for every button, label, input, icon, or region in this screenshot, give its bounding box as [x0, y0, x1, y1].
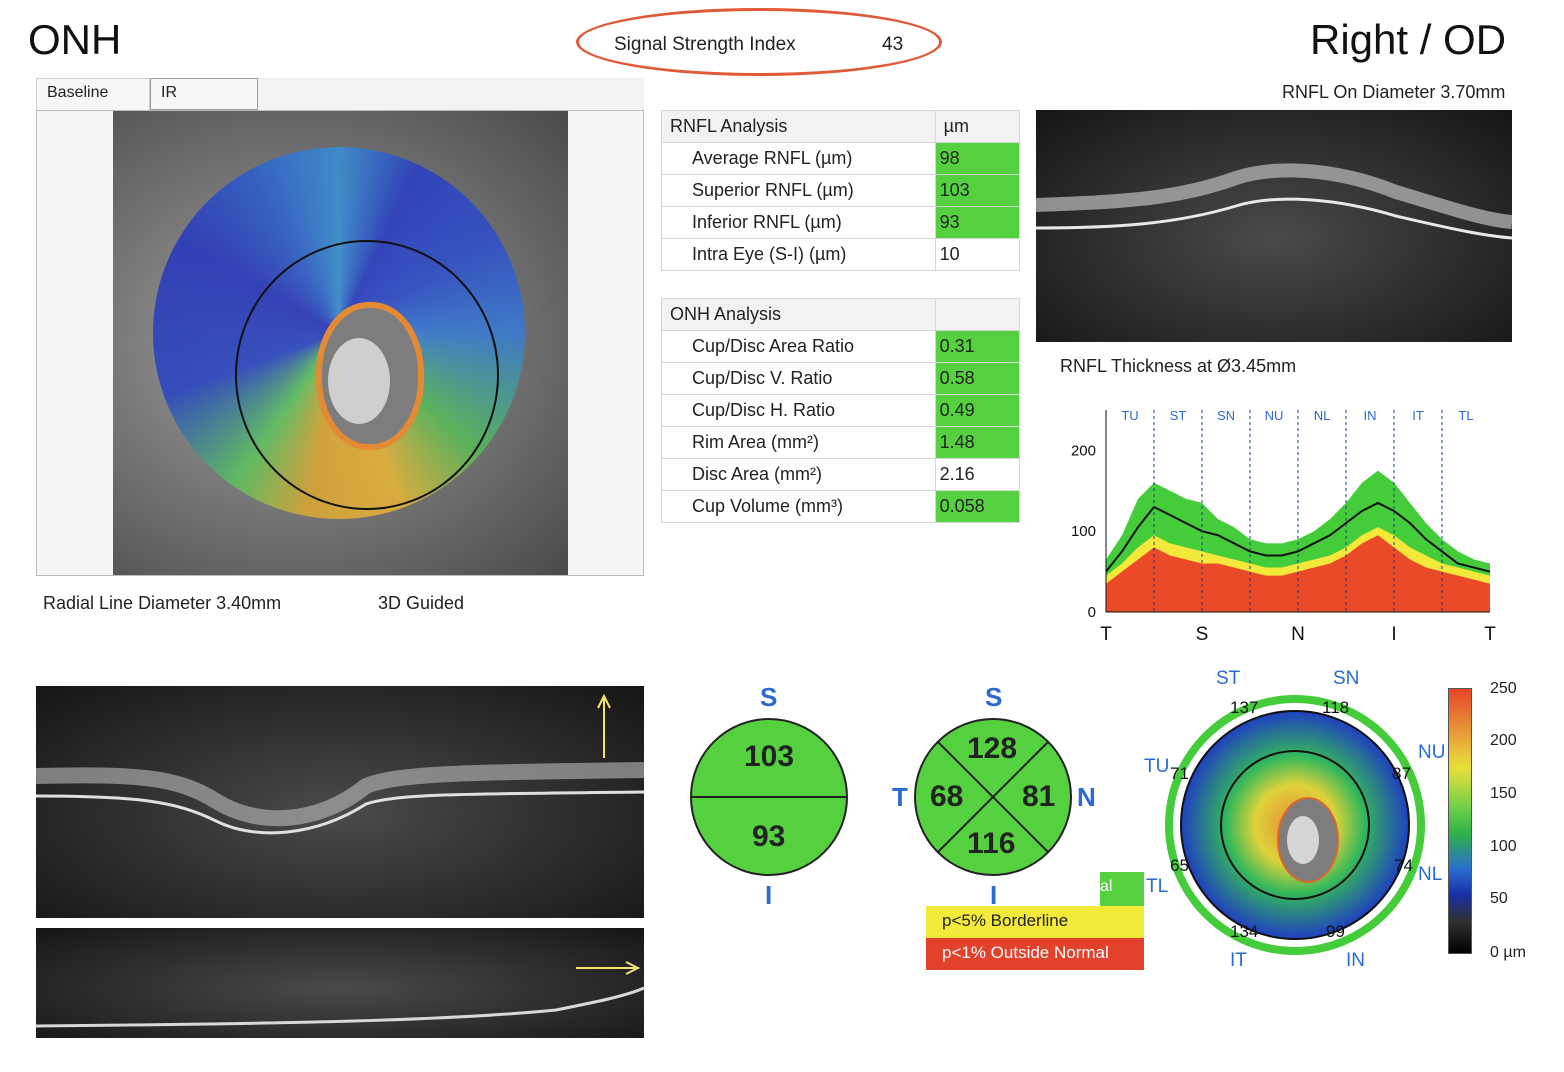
table-row: Cup/Disc H. Ratio 0.49	[661, 394, 1021, 427]
x-tick-label: I	[1391, 624, 1396, 645]
intra-eye-value: 10	[934, 238, 1021, 271]
clock-label-sn: SN	[1333, 668, 1360, 689]
tab-baseline[interactable]: Baseline	[36, 78, 150, 110]
sector-label: SN	[1217, 408, 1235, 423]
sector-label-n: N	[1077, 782, 1096, 812]
x-tick-label: N	[1291, 624, 1305, 645]
sector-label-s: S	[985, 682, 1003, 712]
sector-label-i: I	[990, 880, 998, 910]
sector-label: NL	[1314, 408, 1331, 423]
sector-superior-value: 128	[967, 732, 1018, 765]
y-tick-label: 0	[1088, 604, 1096, 621]
clock-label-st: ST	[1216, 668, 1241, 689]
eye-label: Right / OD	[1310, 16, 1507, 63]
colorbar-tick-200: 200	[1490, 732, 1517, 749]
sector-inferior-value: 116	[967, 827, 1016, 860]
clock-label-nu: NU	[1418, 742, 1446, 763]
bscan-layers	[1035, 163, 1513, 240]
rnfl-thickness-line	[1105, 501, 1491, 573]
clock-value-nl: 74	[1394, 856, 1413, 875]
guided-label: 3D Guided	[378, 593, 465, 613]
clock-label-nl: NL	[1418, 864, 1443, 885]
rnfl-table-title: RNFL Analysis	[661, 110, 936, 143]
table-row: Superior RNFL (µm) 103	[661, 174, 1021, 207]
clock-value-it: 134	[1230, 922, 1259, 941]
clock-label-it: IT	[1230, 950, 1247, 971]
horizontal-bscan-image	[35, 928, 645, 1038]
clock-value-tl: 65	[1170, 856, 1189, 875]
colorbar-tick-100: 100	[1490, 838, 1517, 855]
sector-label: IT	[1412, 408, 1424, 423]
quadrant-divider	[690, 796, 848, 798]
table-row: Average RNFL (µm) 98	[661, 142, 1021, 175]
colorbar-tick-250: 250	[1490, 680, 1517, 697]
table-row: Cup/Disc Area Ratio 0.31	[661, 330, 1021, 363]
scan-circle[interactable]	[235, 240, 499, 510]
colorbar-tick-50: 50	[1490, 890, 1508, 907]
superior-rnfl-value: 103	[934, 174, 1021, 207]
clock-label-tu: TU	[1144, 756, 1170, 777]
arrow-up-icon	[597, 693, 611, 758]
quadrant-label-s: S	[760, 682, 778, 712]
sector-temporal-value: 68	[930, 780, 964, 813]
legend-borderline: p<5% Borderline	[926, 906, 1144, 938]
radial-line-label: Radial Line Diameter 3.40mm	[43, 593, 282, 613]
arrow-right-icon	[576, 961, 641, 975]
legend-normal-swatch: al	[1100, 872, 1144, 906]
sector-label-t: T	[892, 782, 908, 812]
avg-rnfl-value: 98	[934, 142, 1021, 175]
chart-title: RNFL Thickness at Ø3.45mm	[1060, 356, 1297, 376]
y-tick-label: 200	[1071, 442, 1096, 459]
radial-bscan-image	[35, 686, 645, 918]
x-tick-label: T	[1100, 624, 1112, 645]
sector-label: NU	[1265, 408, 1284, 423]
sector-label: ST	[1170, 408, 1187, 423]
rnfl-table-unit: µm	[934, 110, 1021, 143]
signal-strength-highlight	[576, 8, 942, 76]
sector-label: TL	[1458, 408, 1473, 423]
table-row: Rim Area (mm²) 1.48	[661, 426, 1021, 459]
clock-value-sn: 118	[1322, 698, 1350, 717]
x-tick-label: S	[1196, 624, 1209, 645]
table-row: Intra Eye (S-I) (µm) 10	[661, 238, 1021, 271]
clock-value-in: 99	[1326, 922, 1345, 941]
table-row: Inferior RNFL (µm) 93	[661, 206, 1021, 239]
page-title: ONH	[28, 16, 122, 63]
signal-strength-value: 43	[882, 34, 904, 55]
x-tick-label: T	[1484, 624, 1496, 645]
sector-label: TU	[1121, 408, 1138, 423]
table-row: Cup Volume (mm³) 0.058	[661, 490, 1021, 523]
table-row: Disc Area (mm²) 2.16	[661, 458, 1021, 491]
onh-table-title: ONH Analysis	[661, 298, 936, 331]
clock-value-tu: 71	[1170, 764, 1189, 783]
tab-ir[interactable]: IR	[150, 78, 258, 110]
onh-analysis-table: ONH Analysis Cup/Disc Area Ratio 0.31 Cup…	[661, 298, 1021, 523]
signal-strength-label: Signal Strength Index	[614, 34, 796, 55]
thickness-map	[1165, 695, 1425, 955]
color-scale-bar	[1448, 688, 1472, 954]
rnfl-bscan-image	[1035, 110, 1513, 342]
colorbar-tick-0: 0 µm	[1490, 944, 1526, 961]
table-row: Cup/Disc V. Ratio 0.58	[661, 362, 1021, 395]
clock-value-nu: 87	[1392, 764, 1411, 783]
rnfl-analysis-table: RNFL Analysis µm Average RNFL (µm) 98 Supe…	[661, 110, 1021, 271]
sector-nasal-value: 81	[1022, 780, 1056, 813]
quadrant-label-i: I	[765, 880, 773, 910]
bscan-caption: RNFL On Diameter 3.70mm	[1282, 82, 1506, 102]
legend-outside-normal: p<1% Outside Normal	[926, 938, 1144, 970]
colorbar-tick-150: 150	[1490, 785, 1517, 802]
y-tick-label: 100	[1071, 523, 1096, 540]
clock-label-tl: TL	[1146, 876, 1169, 897]
clock-value-st: 137	[1230, 698, 1259, 717]
clock-label-in: IN	[1346, 950, 1365, 971]
sector-label: IN	[1364, 408, 1377, 423]
sector-pie	[914, 718, 1072, 876]
inferior-quadrant-value: 93	[752, 820, 786, 853]
inferior-rnfl-value: 93	[934, 206, 1021, 239]
superior-quadrant-value: 103	[744, 740, 795, 773]
